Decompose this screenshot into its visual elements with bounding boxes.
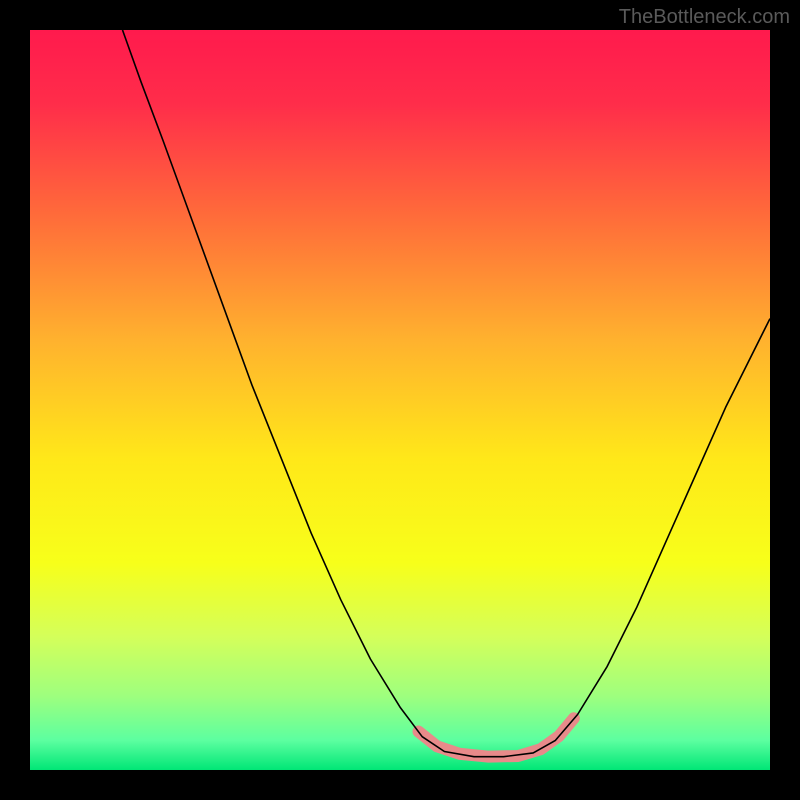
watermark-text: TheBottleneck.com xyxy=(619,6,790,29)
curve-highlight-segment xyxy=(419,718,574,756)
bottleneck-curve xyxy=(123,30,771,757)
chart-container xyxy=(30,30,770,770)
chart-lines xyxy=(30,30,770,770)
